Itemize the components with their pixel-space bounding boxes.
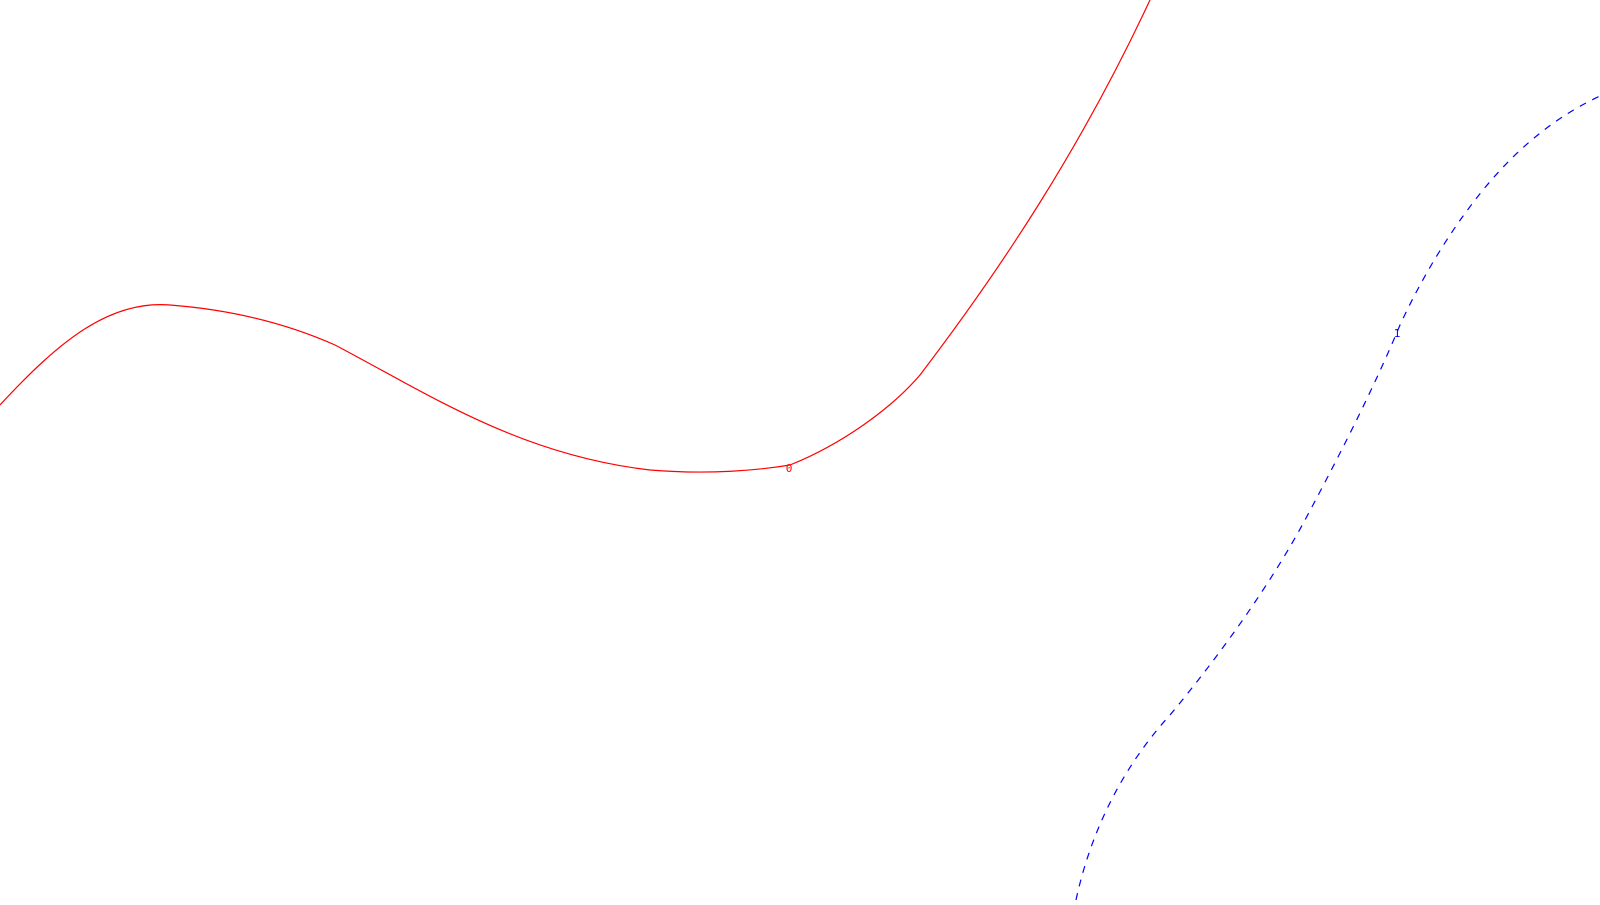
- curve-1-path: [1075, 95, 1600, 901]
- curve-1-label: 1: [1394, 327, 1401, 340]
- curve-0-path: [0, 0, 1151, 473]
- curve-0-label: 0: [786, 462, 793, 475]
